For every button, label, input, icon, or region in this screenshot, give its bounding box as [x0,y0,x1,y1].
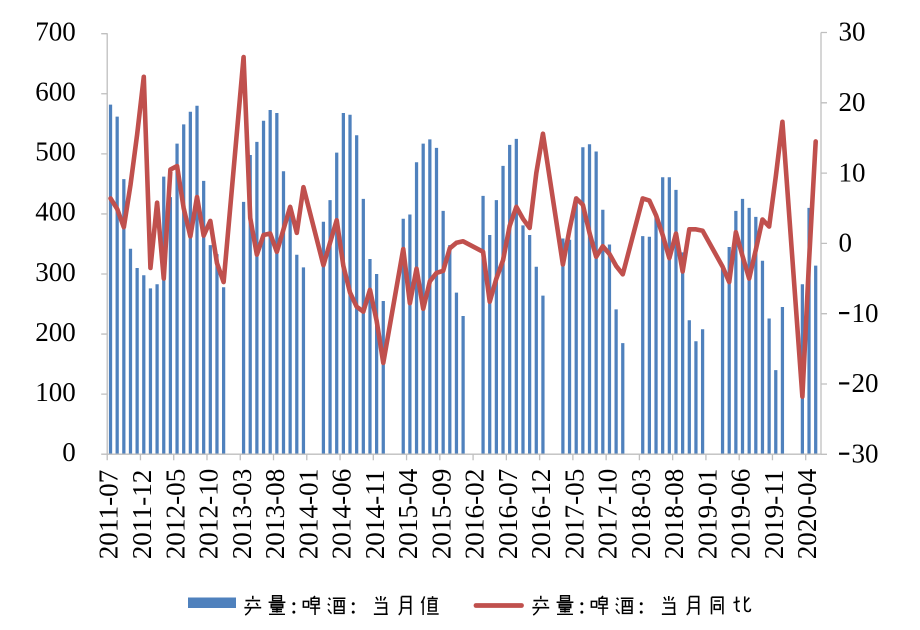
svg-text:0: 0 [62,437,76,467]
svg-text:2020-04: 2020-04 [792,468,822,559]
svg-text:2014-06: 2014-06 [327,469,357,560]
svg-text:2017-10: 2017-10 [593,469,623,560]
svg-text:20: 20 [839,87,866,117]
svg-text:2017-05: 2017-05 [559,469,589,560]
svg-text:2015-04: 2015-04 [393,468,423,559]
svg-text:2016-12: 2016-12 [526,469,556,560]
svg-text:10: 10 [839,157,866,187]
svg-text:30: 30 [839,17,866,47]
svg-text:2012-10: 2012-10 [194,469,224,560]
svg-text:100: 100 [35,377,76,407]
svg-text:2019-01: 2019-01 [692,469,722,560]
svg-text:0: 0 [839,228,853,258]
svg-text:200: 200 [35,317,76,347]
svg-text:20: 20 [852,368,879,398]
svg-text:2016-02: 2016-02 [460,469,490,560]
svg-text:2012-05: 2012-05 [160,469,190,560]
svg-text:2013-08: 2013-08 [260,469,290,560]
svg-text:400: 400 [35,197,76,227]
svg-text:2018-08: 2018-08 [659,469,689,560]
svg-text:2014-01: 2014-01 [293,469,323,560]
svg-text:2011-12: 2011-12 [127,470,157,560]
svg-text:2019-06: 2019-06 [726,469,756,560]
svg-text:10: 10 [852,298,879,328]
svg-text:2018-03: 2018-03 [626,469,656,560]
svg-text:2016-07: 2016-07 [493,469,523,560]
svg-text:500: 500 [35,137,76,167]
svg-text:2013-03: 2013-03 [227,469,257,560]
svg-text:300: 300 [35,257,76,287]
svg-text:2015-09: 2015-09 [426,469,456,560]
svg-text:700: 700 [35,17,76,47]
svg-text:30: 30 [852,439,879,469]
svg-text:2011-07: 2011-07 [94,470,124,560]
svg-text:2019-11: 2019-11 [759,470,789,560]
svg-text:600: 600 [35,77,76,107]
svg-text:2014-11: 2014-11 [360,470,390,560]
